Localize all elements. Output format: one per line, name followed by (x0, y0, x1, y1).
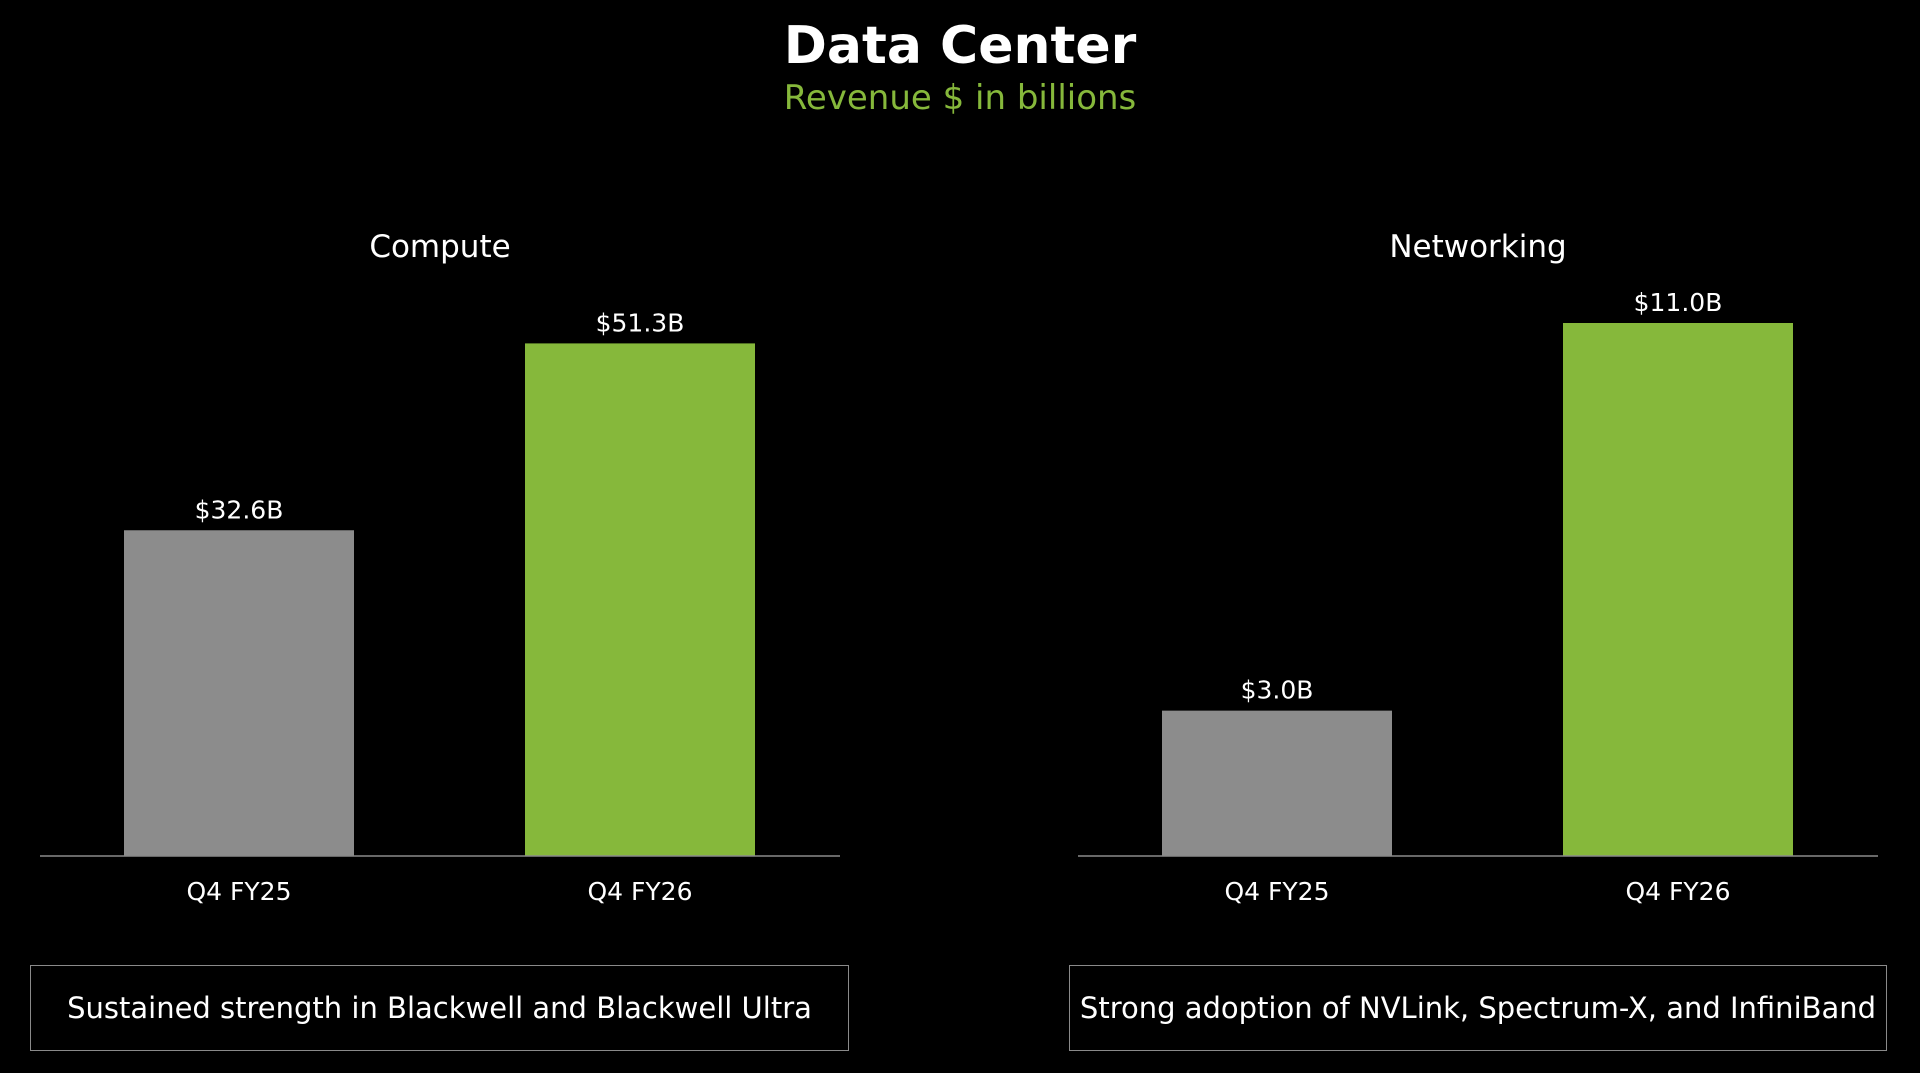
page-subtitle: Revenue $ in billions (783, 78, 1137, 118)
compute-caption-box: Sustained strength in Blackwell and Blac… (30, 965, 849, 1051)
compute-x-tick-label-1: Q4 FY25 (187, 877, 292, 906)
compute-data-label-1: $32.6B (195, 495, 284, 524)
networking-caption: Strong adoption of NVLink, Spectrum-X, a… (1079, 991, 1877, 1025)
page-title: Data Center (783, 16, 1137, 76)
networking-x-tick-label-1: Q4 FY25 (1225, 877, 1330, 906)
networking-chart-title: Networking (1389, 229, 1566, 265)
compute-bar-1 (124, 530, 354, 856)
compute-chart-panel: Compute $32.6B Q4 FY25 $51.3B Q4 FY26 Sustai… (30, 229, 849, 1051)
networking-data-label-1: $3.0B (1241, 676, 1314, 705)
networking-bar-2 (1563, 323, 1793, 856)
compute-bar-2 (525, 343, 755, 856)
networking-bar-1 (1162, 710, 1392, 856)
networking-data-label-2: $11.0B (1634, 288, 1723, 317)
compute-data-label-2: $51.3B (596, 308, 685, 337)
compute-caption: Sustained strength in Blackwell and Blac… (67, 991, 812, 1025)
compute-chart: Compute $32.6B Q4 FY25 $51.3B Q4 FY26 (40, 229, 840, 906)
networking-caption-box: Strong adoption of NVLink, Spectrum-X, a… (1069, 965, 1887, 1051)
networking-chart: Networking $3.0B Q4 FY25 $11.0B Q4 FY26 (1078, 229, 1878, 906)
networking-x-tick-label-2: Q4 FY26 (1626, 877, 1731, 906)
compute-chart-title: Compute (369, 229, 510, 265)
compute-x-tick-label-2: Q4 FY26 (588, 877, 693, 906)
networking-chart-panel: Networking $3.0B Q4 FY25 $11.0B Q4 FY26 Stro… (1038, 0, 1920, 1073)
